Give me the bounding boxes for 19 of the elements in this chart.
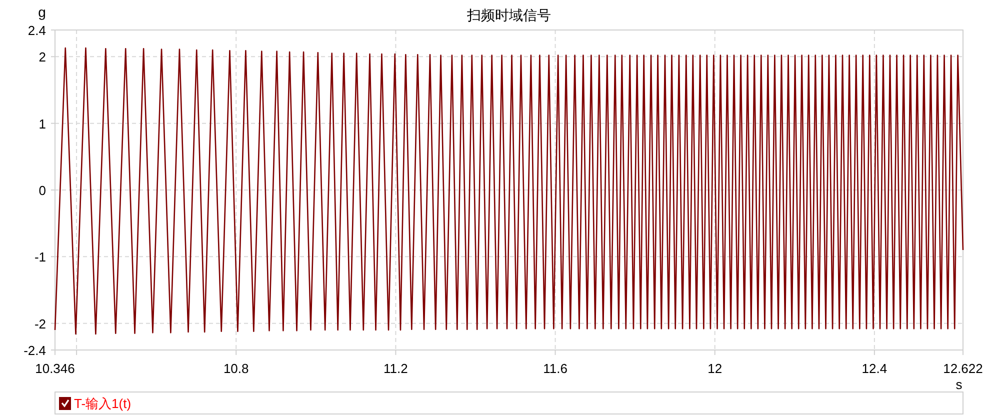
y-tick-label: 2 [38, 50, 46, 65]
x-tick-label: 11.2 [384, 361, 408, 376]
y-tick-label: -1 [34, 250, 46, 265]
legend-label: T-输入1(t) [74, 396, 132, 411]
x-tick-label: 10.346 [35, 361, 75, 376]
y-tick-label: 1 [38, 116, 46, 132]
line-series [54, 47, 964, 335]
x-tick-label: 11.6 [543, 361, 568, 376]
x-tick-label: 12.4 [862, 361, 888, 376]
y-tick-label: -2.4 [24, 343, 46, 358]
chart-title: 扫频时域信号 [466, 7, 551, 23]
y-tick-label: -2 [34, 316, 46, 332]
y-tick-label: 0 [38, 183, 46, 198]
y-axis-title: g [38, 4, 46, 20]
x-axis-title: s [956, 377, 963, 392]
x-tick-label: 10.8 [223, 361, 249, 376]
y-tick-label: 2.4 [28, 23, 46, 38]
x-tick-label: 12 [708, 361, 722, 376]
x-tick-label: 12.622 [943, 361, 983, 376]
